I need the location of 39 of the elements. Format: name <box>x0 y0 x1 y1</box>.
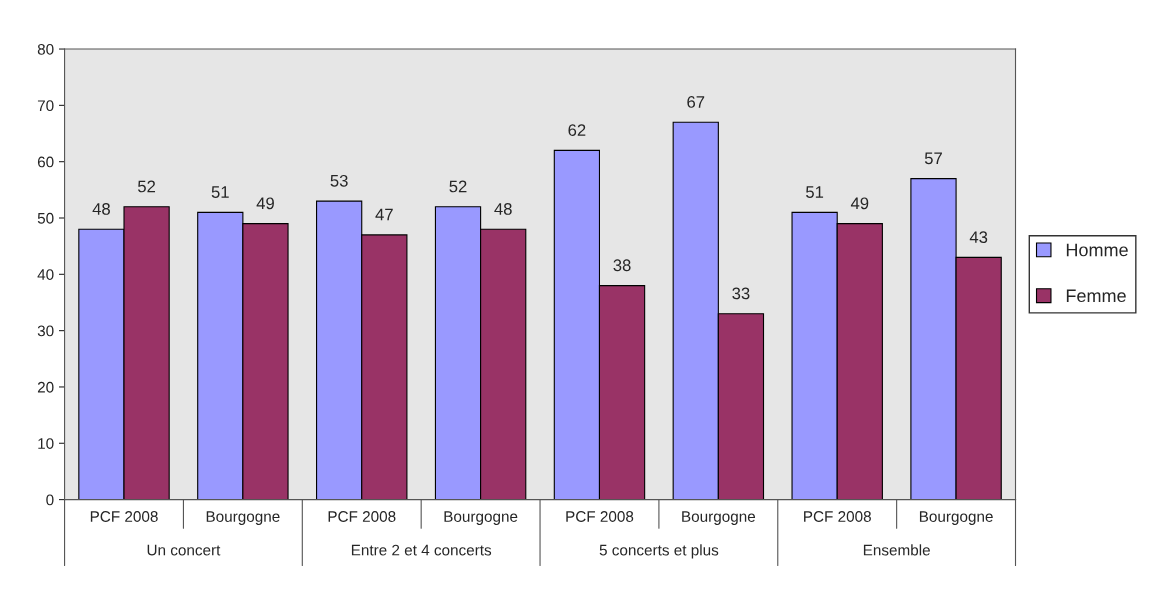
y-tick-label: 0 <box>46 494 54 506</box>
x-tick-label: Bourgogne <box>682 511 756 525</box>
x-tick-label: PCF 2008 <box>328 511 396 522</box>
data-label: 49 <box>256 197 274 210</box>
y-tick-label: 30 <box>37 325 54 337</box>
y-tick-label: 70 <box>37 100 54 112</box>
data-label: 33 <box>732 287 750 300</box>
text: Un concert <box>147 544 221 556</box>
data-label: 57 <box>924 152 942 165</box>
data-label: 47 <box>375 208 393 221</box>
legend-label: Homme <box>1066 243 1128 257</box>
data-label: 62 <box>568 124 586 137</box>
text: Ensemble <box>863 544 930 556</box>
data-label: 48 <box>92 203 110 215</box>
data-label: 48 <box>494 203 512 215</box>
x-tick-label: Bourgogne <box>206 511 280 525</box>
y-tick-label: 40 <box>37 269 54 280</box>
data-label: 51 <box>806 186 824 198</box>
data-label: 53 <box>330 174 348 187</box>
data-label: 43 <box>969 231 988 244</box>
data-label: 67 <box>687 96 705 108</box>
x-tick-label: PCF 2008 <box>566 511 634 522</box>
text: Entre 2 et 4 concerts <box>351 544 492 556</box>
x-tick-label: Bourgogne <box>919 511 993 525</box>
data-label: 38 <box>613 259 631 272</box>
y-tick-label: 10 <box>38 438 54 449</box>
y-tick-label: 20 <box>37 381 54 393</box>
data-label: 49 <box>850 197 869 210</box>
data-label: 52 <box>449 180 467 193</box>
y-tick-label: 60 <box>37 156 54 168</box>
legend-label: Femme <box>1066 289 1126 303</box>
x-tick-label: PCF 2008 <box>90 511 158 522</box>
data-label: 52 <box>137 180 156 193</box>
x-tick-label: PCF 2008 <box>804 511 871 522</box>
y-tick-label: 80 <box>37 43 54 55</box>
y-tick-label: 50 <box>37 212 54 224</box>
x-tick-label: Bourgogne <box>444 511 518 525</box>
data-label: 51 <box>211 186 229 198</box>
text: 5 concerts et plus <box>599 544 719 559</box>
